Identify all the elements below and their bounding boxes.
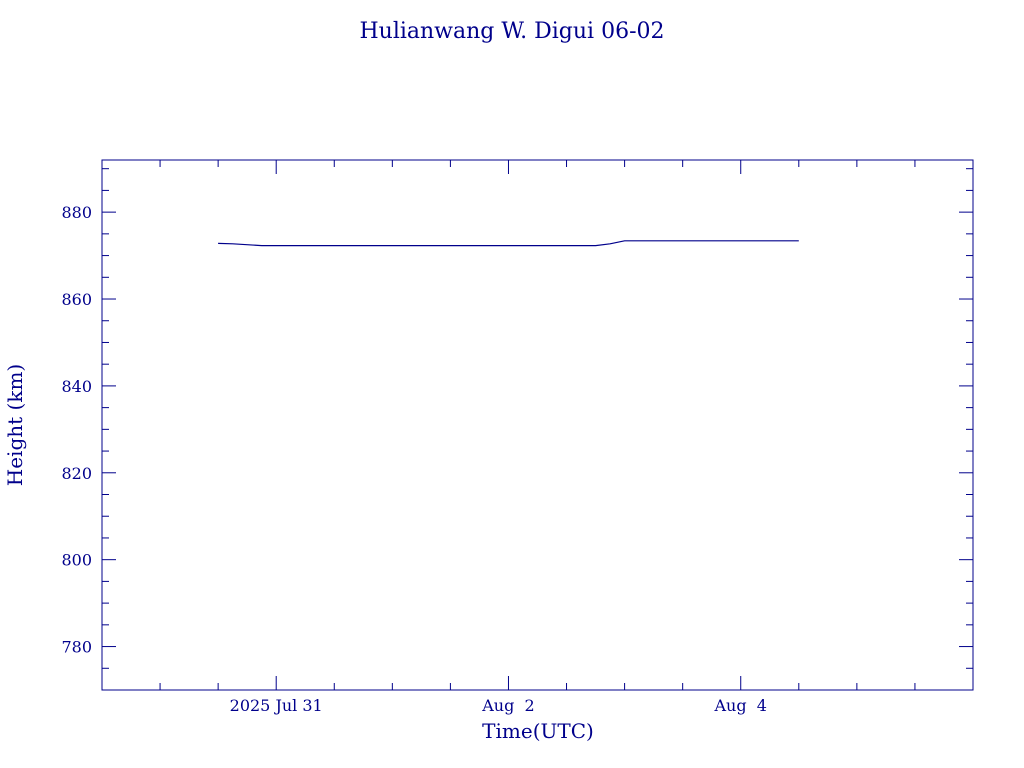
x-axis-title: Time(UTC) xyxy=(482,719,594,743)
y-axis-ticks xyxy=(102,168,973,691)
y-axis-title: Height (km) xyxy=(3,364,27,486)
y-tick-label: 840 xyxy=(61,377,92,396)
x-axis-tick-labels: 2025 Jul 31 Aug 2 Aug 4 xyxy=(230,696,767,715)
x-tick-label: Aug 4 xyxy=(714,696,767,715)
series-line xyxy=(218,240,799,247)
y-axis-tick-labels: 780 800 820 840 860 880 xyxy=(61,203,92,656)
y-tick-label: 800 xyxy=(61,551,92,570)
plot-frame xyxy=(101,159,974,691)
series-layer xyxy=(218,240,799,247)
y-tick-label: 780 xyxy=(61,638,92,657)
chart-title: Hulianwang W. Digui 06-02 xyxy=(359,19,664,44)
x-tick-label: Aug 2 xyxy=(481,696,534,715)
y-tick-label: 820 xyxy=(61,464,92,483)
y-tick-label: 860 xyxy=(61,290,92,309)
y-tick-label: 880 xyxy=(61,203,92,222)
x-tick-label: 2025 Jul 31 xyxy=(230,696,323,715)
x-axis-ticks xyxy=(159,160,916,690)
